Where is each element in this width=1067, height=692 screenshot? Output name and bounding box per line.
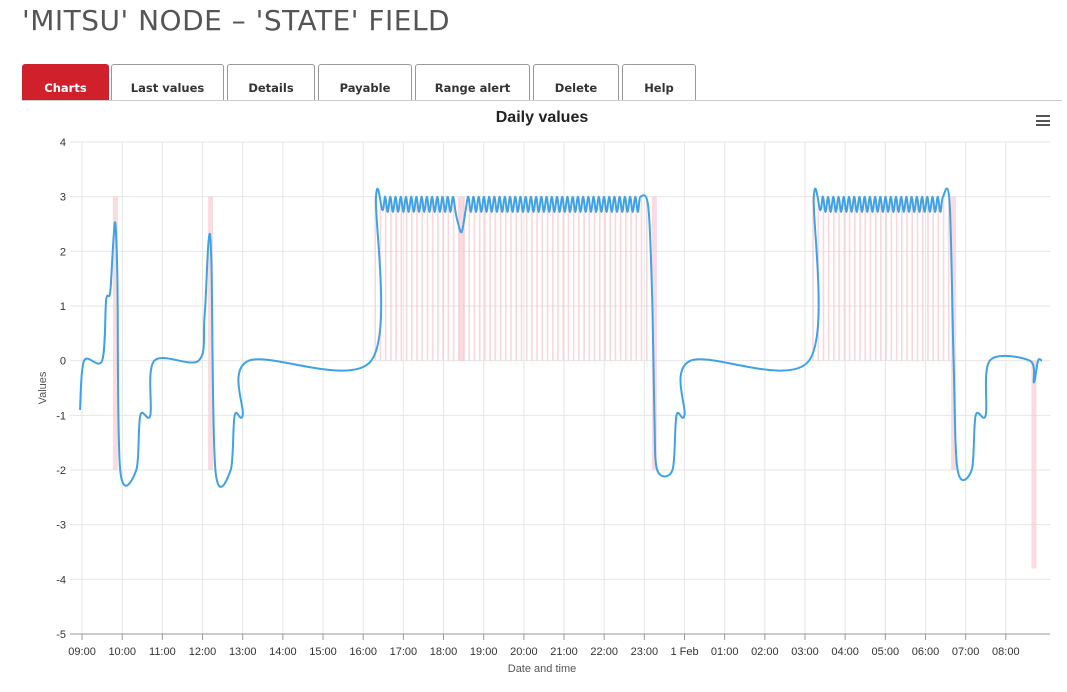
- x-tick-label: 1 Feb: [670, 646, 698, 658]
- y-axis-title: Values: [37, 371, 49, 404]
- x-tick-label: 22:00: [590, 646, 618, 658]
- tab-help[interactable]: Help: [622, 64, 696, 100]
- y-tick-label: 4: [60, 137, 66, 149]
- tab-last-values[interactable]: Last values: [111, 64, 224, 100]
- x-tick-label: 12:00: [189, 646, 217, 658]
- y-tick-label: -3: [56, 520, 66, 532]
- x-tick-label: 02:00: [751, 646, 779, 658]
- x-tick-label: 08:00: [992, 646, 1020, 658]
- x-tick-label: 09:00: [68, 646, 96, 658]
- x-tick-label: 18:00: [430, 646, 458, 658]
- x-tick-label: 13:00: [229, 646, 257, 658]
- range-spike: [459, 196, 465, 361]
- daily-values-chart: Daily values 4 3 2 1 0 -1 -2 -3 -4 -5 09:00 10:00 11:…: [22, 101, 1062, 692]
- x-tick-label: 07:00: [952, 646, 980, 658]
- series-line: [79, 187, 1043, 488]
- x-tick-label: 06:00: [912, 646, 940, 658]
- tab-details[interactable]: Details: [227, 64, 315, 100]
- x-tick-label: 01:00: [711, 646, 739, 658]
- hamburger-menu-icon[interactable]: [1036, 115, 1050, 127]
- x-tick-label: 05:00: [872, 646, 900, 658]
- tab-delete[interactable]: Delete: [533, 64, 619, 100]
- x-tick-label: 04:00: [831, 646, 859, 658]
- range-spike: [112, 196, 118, 470]
- x-tick-label: 23:00: [631, 646, 659, 658]
- y-tick-label: 3: [60, 192, 66, 204]
- range-spike: [651, 196, 657, 470]
- x-tick-label: 16:00: [349, 646, 377, 658]
- x-tick-label: 19:00: [470, 646, 498, 658]
- y-tick-label: -2: [56, 465, 66, 477]
- tab-charts[interactable]: Charts: [22, 64, 109, 100]
- x-axis-title: Date and time: [508, 663, 576, 675]
- page-title: 'MITSU' NODE – 'STATE' FIELD: [22, 4, 451, 37]
- x-tick-label: 21:00: [550, 646, 578, 658]
- chart-title: Daily values: [496, 109, 589, 126]
- x-tick-label: 10:00: [108, 646, 136, 658]
- x-tick-label: 11:00: [149, 646, 176, 658]
- y-tick-label: -1: [56, 410, 66, 422]
- y-tick-label: 0: [60, 356, 66, 368]
- y-tick-label: 2: [60, 246, 66, 258]
- x-tick-label: 14:00: [269, 646, 297, 658]
- x-tick-label: 17:00: [390, 646, 418, 658]
- y-tick-label: -4: [56, 574, 66, 586]
- tab-bar: Charts Last values Details Payable Range…: [22, 64, 1062, 101]
- x-tick-label: 03:00: [791, 646, 819, 658]
- x-tick-label: 20:00: [510, 646, 538, 658]
- y-tick-label: -5: [56, 629, 66, 641]
- tab-payable[interactable]: Payable: [318, 64, 412, 100]
- y-tick-label: 1: [60, 301, 66, 313]
- x-tick-label: 15:00: [309, 646, 337, 658]
- range-spike: [208, 196, 214, 470]
- tab-range-alert[interactable]: Range alert: [415, 64, 530, 100]
- range-spike: [1031, 360, 1037, 569]
- chart-svg: Daily values 4 3 2 1 0 -1 -2 -3 -4 -509:00 10:00 11:…: [37, 109, 1050, 675]
